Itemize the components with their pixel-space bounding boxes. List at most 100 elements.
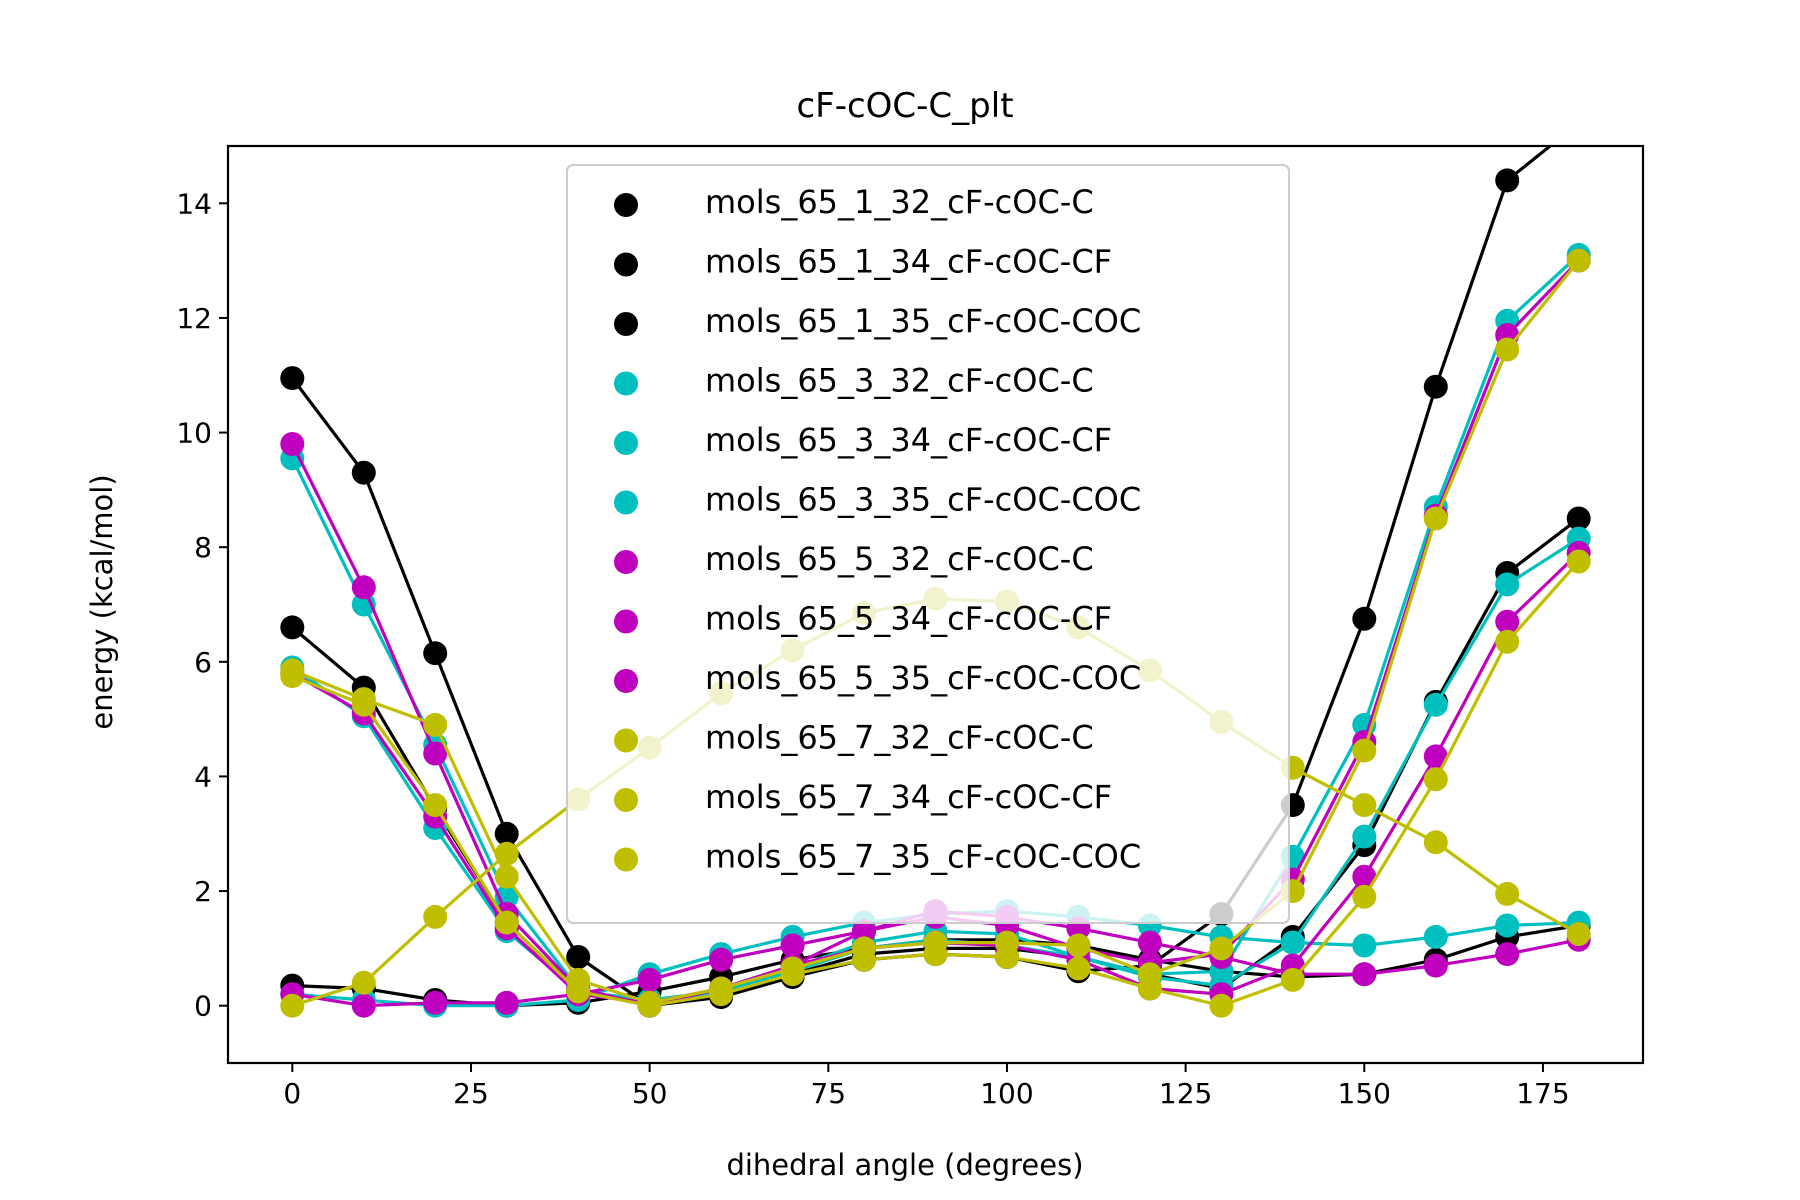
series-mols_65_7_35_cF-cOC-COC [280,248,1591,1015]
data-point [423,793,448,818]
data-point [709,947,734,972]
legend-marker [614,371,638,396]
data-point [1423,374,1448,399]
legend-label: mols_65_1_34_cF-cOC-CF [705,243,1112,281]
data-point [566,945,591,969]
data-point [1495,572,1520,597]
data-point [923,930,948,955]
data-point [494,841,519,866]
data-point [1423,744,1448,769]
legend-label: mols_65_7_34_cF-cOC-CF [705,778,1112,816]
axes: 0 25 50 75 100 125 150 175 0 2 4 6 8 10 12 14 [176,144,1645,1110]
data-point [1280,930,1305,955]
data-point [1352,738,1377,763]
legend-label: mols_65_7_35_cF-cOC-COC [705,838,1141,876]
data-point [1280,967,1305,992]
y-tick-label: 0 [194,990,212,1023]
data-point [1423,953,1448,978]
data-point [280,366,305,391]
data-point [494,821,519,846]
legend-box [566,164,1290,924]
data-point [995,930,1019,955]
legend-marker [614,312,638,336]
legend-marker [614,788,638,812]
x-tick-label: 150 [1338,1077,1391,1110]
data-point [423,990,448,1015]
data-point [780,933,805,958]
x-tick-label: 175 [1516,1077,1569,1110]
x-tick-label: 50 [632,1077,668,1110]
data-point [280,658,305,683]
data-point [852,936,876,961]
data-point [1495,881,1520,906]
legend-marker [614,193,638,217]
data-point [1566,549,1591,574]
data-point [423,741,448,766]
y-axis-label: energy (kcal/mol) [85,474,119,729]
data-point [423,904,448,929]
data-point [351,970,376,995]
x-tick-label: 25 [453,1077,489,1110]
data-point [280,615,305,640]
data-point [1066,956,1091,981]
data-point [852,919,876,944]
data-point [280,993,305,1018]
legend-label: mols_65_7_32_cF-cOC-C [705,719,1094,757]
y-tick-label: 6 [194,646,212,679]
legend-label: mols_65_1_32_cF-cOC-C [705,183,1094,221]
legend-marker [614,728,638,753]
data-point [566,967,591,992]
legend-label: mols_65_5_34_cF-cOC-CF [705,600,1112,638]
data-point [1566,922,1591,946]
data-point [1495,942,1520,967]
data-point [1209,993,1234,1018]
data-point [351,460,376,485]
data-point [423,641,448,666]
legend-label: mols_65_3_34_cF-cOC-CF [705,421,1112,459]
data-point [1423,830,1448,855]
data-point [1066,933,1091,958]
data-point [280,432,305,456]
data-point [1137,930,1162,955]
y-tick-label: 2 [194,875,212,908]
legend-marker [614,669,638,693]
data-point [1423,692,1448,717]
legend-marker [614,431,638,455]
legend-label: mols_65_3_32_cF-cOC-C [705,362,1094,400]
chart-title: cF-cOC-C_plt [796,86,1013,126]
legend-label: mols_65_1_35_cF-cOC-COC [705,302,1141,340]
data-point [1495,168,1520,193]
legend-marker [614,609,638,634]
legend-label: mols_65_5_35_cF-cOC-COC [705,659,1141,697]
legend-marker [614,252,638,277]
legend-label: mols_65_3_35_cF-cOC-COC [705,481,1141,519]
legend-marker [614,550,638,574]
y-tick-label: 8 [194,531,212,564]
data-point [1495,337,1520,362]
data-point [1566,506,1591,531]
x-tick-label: 75 [810,1077,846,1110]
data-point [1352,793,1377,818]
data-point [1352,933,1377,958]
data-point [351,993,376,1018]
data-point [1423,767,1448,792]
data-point [351,575,376,600]
data-point [1352,884,1377,909]
legend-marker [614,490,638,515]
x-axis-label: dihedral angle (degrees) [726,1148,1083,1182]
data-point [1352,606,1377,631]
data-point [1423,924,1448,949]
x-tick-label: 125 [1159,1077,1212,1110]
y-tick-label: 4 [194,760,212,793]
data-point [637,967,662,992]
y-tick-label: 12 [176,302,212,335]
legend-marker [614,847,638,872]
x-tick-label: 0 [283,1077,301,1110]
y-tick-label: 14 [176,187,212,220]
x-tick-label: 100 [980,1077,1033,1110]
data-point [1209,936,1234,961]
plot-frame [226,144,1645,1065]
data-point [423,712,448,737]
data-point [1566,248,1591,273]
